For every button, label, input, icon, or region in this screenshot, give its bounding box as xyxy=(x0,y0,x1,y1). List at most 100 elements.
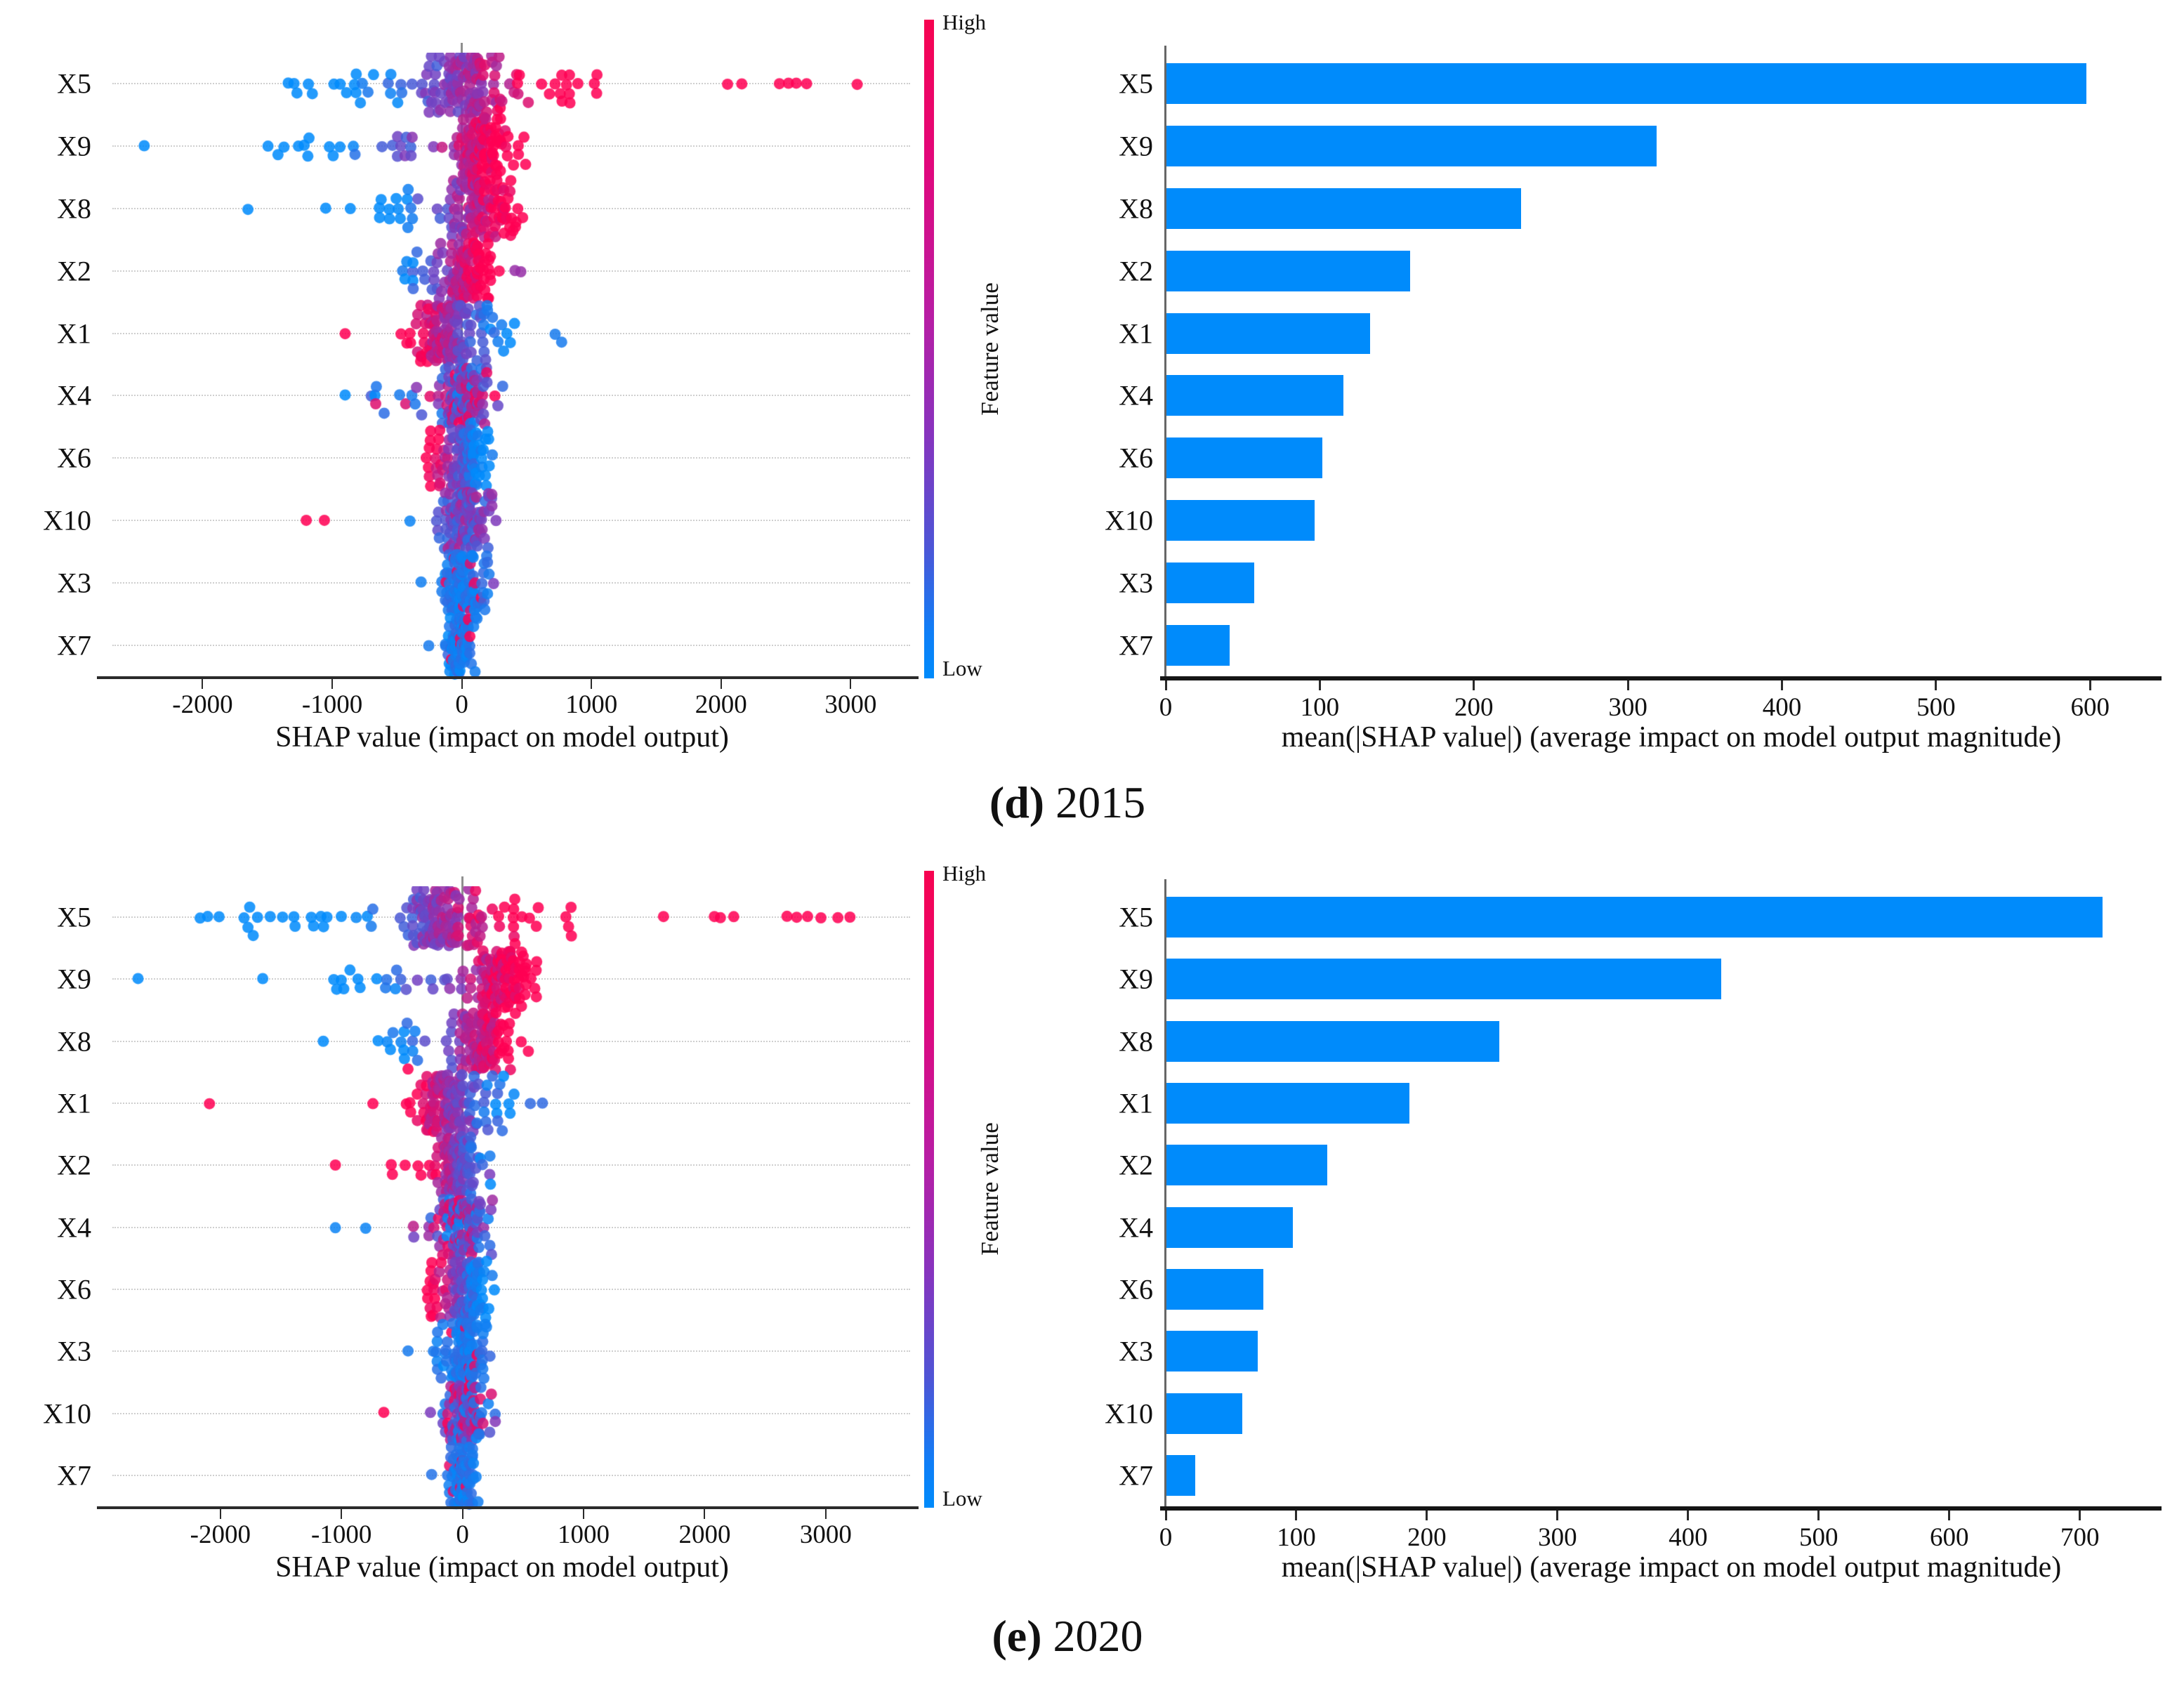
beeswarm-x-axis xyxy=(97,1506,919,1509)
bar-x-tick-label: 300 xyxy=(1608,693,1647,722)
bar-feature-label-X10: X10 xyxy=(1105,504,1153,537)
x-tick xyxy=(850,679,852,689)
bar-feature-label-X10: X10 xyxy=(1105,1397,1153,1430)
x-tick xyxy=(461,679,463,689)
bar-x-tick-label: 200 xyxy=(1407,1523,1447,1552)
colorbar-high-label: High xyxy=(942,861,986,886)
bar-X5 xyxy=(1166,63,2086,105)
bar-feature-label-X7: X7 xyxy=(1119,629,1153,662)
feature-label-X1: X1 xyxy=(57,317,91,350)
bar-feature-label-X5: X5 xyxy=(1119,67,1153,100)
feature-label-X5: X5 xyxy=(57,67,91,100)
bar-X6 xyxy=(1166,438,1322,479)
bar-feature-label-X6: X6 xyxy=(1119,1273,1153,1305)
feature-label-X9: X9 xyxy=(57,963,91,995)
bar-y-axis-spine xyxy=(1164,46,1166,676)
x-tick-label: 2000 xyxy=(678,1520,731,1549)
bar-feature-label-X7: X7 xyxy=(1119,1459,1153,1492)
beeswarm-xaxis-label: SHAP value (impact on model output) xyxy=(275,721,729,754)
bar-x-tick xyxy=(1164,680,1167,690)
bar-X9 xyxy=(1166,959,1721,1000)
caption-letter: d xyxy=(1004,777,1029,827)
x-tick xyxy=(583,1509,585,1519)
x-tick-label: -1000 xyxy=(301,690,363,719)
bar-x-tick xyxy=(1295,1511,1298,1520)
x-tick xyxy=(331,679,334,689)
feature-label-X8: X8 xyxy=(57,1025,91,1058)
x-tick-label: 1000 xyxy=(565,690,618,719)
feature-label-X10: X10 xyxy=(43,504,91,537)
x-tick-label: 2000 xyxy=(695,690,747,719)
caption-close-paren: ) xyxy=(1027,1611,1042,1661)
bar-feature-label-X8: X8 xyxy=(1119,192,1153,225)
bar-X9 xyxy=(1166,126,1657,167)
caption-year: 2020 xyxy=(1053,1611,1143,1661)
feature-label-X10: X10 xyxy=(43,1397,91,1430)
bar-x-tick-label: 600 xyxy=(2070,693,2110,722)
x-tick-label: 0 xyxy=(455,690,468,719)
bar-feature-label-X2: X2 xyxy=(1119,1149,1153,1181)
bar-feature-label-X1: X1 xyxy=(1119,1087,1153,1119)
bar-x-tick xyxy=(2079,1511,2081,1520)
bar-x-tick xyxy=(1817,1511,1820,1520)
bar-feature-label-X3: X3 xyxy=(1119,1335,1153,1367)
bar-x-tick xyxy=(1781,680,1783,690)
bar-x-tick-label: 0 xyxy=(1159,1523,1173,1552)
bar-x-tick xyxy=(1626,680,1629,690)
beeswarm-x-axis xyxy=(97,676,919,679)
feature-label-X4: X4 xyxy=(57,1211,91,1244)
bar-x-tick xyxy=(1473,680,1475,690)
x-tick-label: -1000 xyxy=(311,1520,372,1549)
bar-X4 xyxy=(1166,375,1343,416)
bar-feature-label-X6: X6 xyxy=(1119,442,1153,474)
beeswarm-dots-canvas-2020 xyxy=(105,886,913,1520)
bar-X1 xyxy=(1166,1083,1409,1124)
panel-caption-2020: (e) 2020 xyxy=(992,1610,1143,1662)
x-tick xyxy=(704,1509,706,1519)
bar-X8 xyxy=(1166,1020,1499,1062)
beeswarm-xaxis-label: SHAP value (impact on model output) xyxy=(275,1551,729,1584)
feature-label-X5: X5 xyxy=(57,901,91,933)
bar-x-tick xyxy=(1948,1511,1951,1520)
bar-x-tick-label: 500 xyxy=(1799,1523,1838,1552)
x-tick xyxy=(461,1509,463,1519)
bar-feature-label-X2: X2 xyxy=(1119,255,1153,287)
feature-label-X4: X4 xyxy=(57,379,91,412)
bar-feature-label-X9: X9 xyxy=(1119,963,1153,995)
feature-label-X2: X2 xyxy=(57,255,91,287)
bar-feature-label-X1: X1 xyxy=(1119,317,1153,350)
bar-x-tick-label: 600 xyxy=(1930,1523,1969,1552)
feature-value-colorbar xyxy=(924,871,934,1508)
bar-X4 xyxy=(1166,1206,1293,1248)
feature-label-X7: X7 xyxy=(57,1459,91,1492)
feature-label-X9: X9 xyxy=(57,130,91,162)
bar-X6 xyxy=(1166,1268,1263,1310)
feature-value-colorbar xyxy=(924,20,934,678)
bar-X10 xyxy=(1166,500,1315,541)
colorbar-low-label: Low xyxy=(942,656,982,680)
x-tick-label: -2000 xyxy=(172,690,233,719)
caption-open-paren: ( xyxy=(989,777,1005,827)
bar-X1 xyxy=(1166,313,1370,354)
bar-xaxis-label: mean(|SHAP value|) (average impact on mo… xyxy=(1281,1551,2062,1584)
x-tick-label: 1000 xyxy=(558,1520,610,1549)
bar-x-tick-label: 0 xyxy=(1159,693,1173,722)
bar-xaxis-label: mean(|SHAP value|) (average impact on mo… xyxy=(1281,721,2062,754)
colorbar-low-label: Low xyxy=(942,1486,982,1511)
bar-y-axis-spine xyxy=(1164,879,1166,1506)
bar-x-tick xyxy=(1426,1511,1428,1520)
feature-label-X3: X3 xyxy=(57,567,91,599)
bar-x-tick xyxy=(1687,1511,1690,1520)
bar-X3 xyxy=(1166,1331,1258,1372)
panel-caption-2015: (d) 2015 xyxy=(989,777,1145,829)
bar-X2 xyxy=(1166,1145,1327,1186)
bar-X10 xyxy=(1166,1393,1242,1434)
bar-X2 xyxy=(1166,250,1410,291)
x-tick xyxy=(219,1509,221,1519)
bar-feature-label-X4: X4 xyxy=(1119,1211,1153,1244)
caption-close-paren: ) xyxy=(1029,777,1045,827)
bar-x-axis xyxy=(1160,1506,2162,1511)
bar-x-tick xyxy=(1164,1511,1167,1520)
x-tick-label: -2000 xyxy=(190,1520,251,1549)
